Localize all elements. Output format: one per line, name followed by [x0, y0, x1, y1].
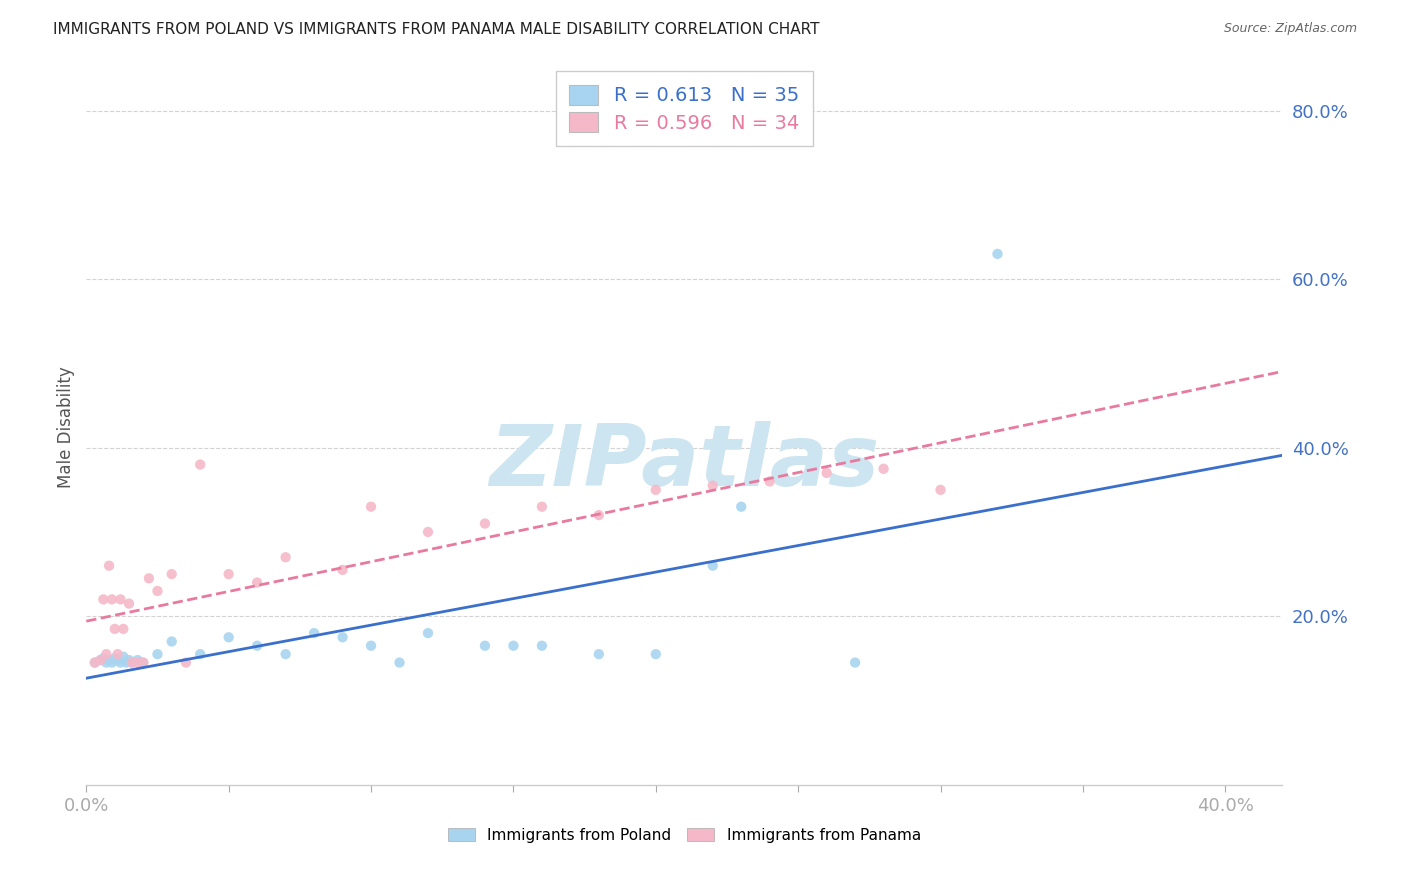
Point [218, 630, 240, 644]
Point [588, 508, 610, 522]
Point [93, 592, 115, 607]
Point [110, 592, 132, 607]
Point [107, 647, 129, 661]
Point [702, 558, 724, 573]
Point [986, 247, 1008, 261]
Point [96, 656, 118, 670]
Point [104, 622, 127, 636]
Point [502, 639, 524, 653]
Point [110, 656, 132, 670]
Text: Source: ZipAtlas.com: Source: ZipAtlas.com [1223, 22, 1357, 36]
Point [83, 656, 105, 670]
Point [929, 483, 952, 497]
Point [474, 516, 496, 531]
Point [730, 500, 752, 514]
Point [474, 639, 496, 653]
Point [118, 597, 141, 611]
Point [89, 653, 111, 667]
Point [416, 524, 439, 539]
Point [188, 647, 211, 661]
Point [388, 656, 411, 670]
Point [127, 656, 149, 670]
Point [872, 462, 894, 476]
Point [96, 647, 118, 661]
Point [138, 571, 160, 585]
Point [302, 626, 325, 640]
Point [118, 653, 141, 667]
Point [101, 656, 124, 670]
Point [160, 567, 183, 582]
Point [104, 651, 127, 665]
Point [360, 500, 382, 514]
Point [218, 567, 240, 582]
Point [93, 651, 115, 665]
Point [132, 656, 155, 670]
Point [146, 583, 169, 598]
Point [107, 653, 129, 667]
Point [112, 622, 135, 636]
Point [332, 630, 354, 644]
Legend: R = 0.613   N = 35, R = 0.596   N = 34: R = 0.613 N = 35, R = 0.596 N = 34 [555, 71, 813, 146]
Point [246, 639, 269, 653]
Point [246, 575, 269, 590]
Point [174, 656, 197, 670]
Point [101, 592, 124, 607]
Point [274, 647, 297, 661]
Point [815, 466, 838, 480]
Point [360, 639, 382, 653]
Y-axis label: Male Disability: Male Disability [58, 366, 75, 488]
Point [644, 647, 666, 661]
Point [758, 475, 780, 489]
Point [188, 458, 211, 472]
Point [146, 647, 169, 661]
Point [416, 626, 439, 640]
Point [160, 634, 183, 648]
Point [127, 653, 149, 667]
Point [98, 558, 121, 573]
Point [530, 500, 553, 514]
Point [115, 656, 138, 670]
Point [332, 563, 354, 577]
Point [89, 653, 111, 667]
Text: IMMIGRANTS FROM POLAND VS IMMIGRANTS FROM PANAMA MALE DISABILITY CORRELATION CHA: IMMIGRANTS FROM POLAND VS IMMIGRANTS FRO… [53, 22, 820, 37]
Point [844, 656, 866, 670]
Point [132, 656, 155, 670]
Point [121, 656, 143, 670]
Point [588, 647, 610, 661]
Point [98, 653, 121, 667]
Point [274, 550, 297, 565]
Point [121, 656, 143, 670]
Point [83, 656, 105, 670]
Point [644, 483, 666, 497]
Point [530, 639, 553, 653]
Point [112, 649, 135, 664]
Point [702, 478, 724, 492]
Text: ZIPatlas: ZIPatlas [489, 421, 879, 504]
